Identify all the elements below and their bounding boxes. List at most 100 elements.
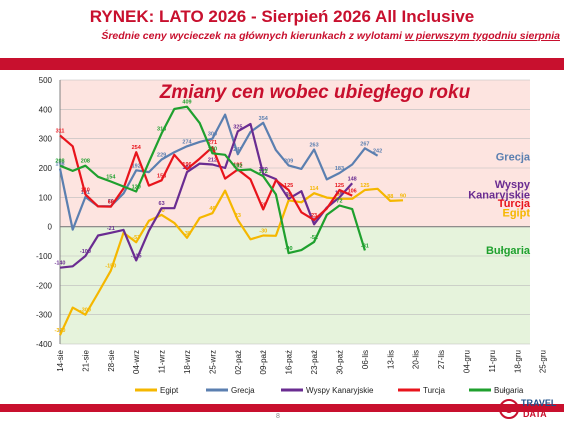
x-tick-label: 20-lis xyxy=(412,350,421,369)
data-label: 23 xyxy=(311,213,317,219)
legend-entry: Bułgaria xyxy=(494,386,524,395)
logo-ring-icon xyxy=(499,399,519,419)
data-label: -38 xyxy=(183,231,191,237)
data-label: 172 xyxy=(259,169,268,175)
legend-entry: Egipt xyxy=(160,386,179,395)
data-label: -53 xyxy=(132,235,140,241)
x-tick-label: 18-gru xyxy=(513,350,522,373)
data-label: 300 xyxy=(208,132,217,138)
data-label: 209 xyxy=(284,158,293,164)
data-label: 183 xyxy=(335,166,344,172)
series-end-label: Turcja xyxy=(498,198,531,210)
logo-line2: DATA xyxy=(523,409,547,419)
data-label: 59 xyxy=(260,202,266,208)
legend-entry: Grecja xyxy=(231,386,255,395)
y-tick-label: 500 xyxy=(39,76,53,85)
x-tick-label: 02-paź xyxy=(234,350,243,374)
data-label: 195 xyxy=(233,162,242,168)
data-label: 267 xyxy=(360,141,369,147)
data-label: -21 xyxy=(107,226,115,232)
y-tick-label: -300 xyxy=(36,311,53,320)
x-tick-label: 28-sie xyxy=(107,349,116,371)
data-label: 88 xyxy=(387,194,393,200)
data-label: -115 xyxy=(131,253,142,259)
series-line-Egipt xyxy=(59,187,404,336)
chart-title: Zmiany cen wobec ubiegłego roku xyxy=(159,82,471,103)
y-tick-label: 300 xyxy=(39,135,53,144)
data-label: 192 xyxy=(233,163,242,169)
page-title: RYNEK: LATO 2026 - Sierpień 2026 All Inc… xyxy=(89,7,475,26)
price-change-chart: -400 -300 -200 -100 0 100 200 300 400 500 14-sie 21… xyxy=(36,76,548,395)
data-label: 23 xyxy=(235,213,241,219)
data-label: 72 xyxy=(336,199,342,205)
x-tick-label: 04-wrz xyxy=(132,350,141,374)
series-end-label: Grecja xyxy=(496,151,531,163)
data-label: 63 xyxy=(159,201,165,207)
data-label: 125 xyxy=(360,183,369,189)
data-label: 208 xyxy=(55,159,64,165)
data-label: 110 xyxy=(81,187,90,193)
data-label: 354 xyxy=(259,116,269,122)
x-tick-label: 13-lis xyxy=(386,350,395,369)
data-label: 70 xyxy=(108,199,114,205)
x-tick-label: 16-paź xyxy=(285,350,294,374)
data-label: 125 xyxy=(284,183,293,189)
data-label: 192 xyxy=(132,163,141,169)
bottom-red-band xyxy=(0,404,564,412)
data-label: -100 xyxy=(80,249,91,255)
legend-entry: Wyspy Kanaryjskie xyxy=(306,386,374,395)
x-tick-label: 06-lis xyxy=(361,350,370,369)
data-label: 158 xyxy=(157,173,166,179)
y-tick-label: 200 xyxy=(39,164,53,173)
data-label: 254 xyxy=(132,145,142,151)
series-end-label: Kanaryjskie xyxy=(468,189,530,201)
data-label: 106 xyxy=(348,189,357,195)
data-label: 325 xyxy=(233,124,242,130)
data-label: 154 xyxy=(106,174,116,180)
x-tick-label: 27-lis xyxy=(437,350,446,369)
data-label: 242 xyxy=(373,149,382,155)
data-label: -52 xyxy=(310,235,318,241)
y-tick-label: -400 xyxy=(36,340,53,349)
y-tick-label: 100 xyxy=(39,193,53,202)
legend-entry: Turcja xyxy=(423,386,445,395)
data-label: 311 xyxy=(56,128,65,134)
y-tick-label: 0 xyxy=(48,223,53,232)
data-label: 125 xyxy=(335,183,344,189)
data-label: -140 xyxy=(54,261,65,267)
logo-line1: TRAVEL xyxy=(521,398,557,408)
data-label: -30 xyxy=(259,228,267,234)
x-tick-label: 25-gru xyxy=(539,350,548,373)
data-label: 148 xyxy=(348,176,357,182)
data-label: 229 xyxy=(157,152,166,158)
data-label: 271 xyxy=(208,140,217,146)
data-label: 208 xyxy=(81,159,90,165)
subtitle-prefix: Średnie ceny wycieczek na głównych kieru… xyxy=(101,30,402,42)
x-tick-label: 11-gru xyxy=(488,350,497,373)
x-tick-label: 30-paź xyxy=(335,350,344,374)
data-label: 180 xyxy=(259,167,268,173)
data-label: -300 xyxy=(80,308,91,314)
travel-data-logo: TRAVEL DATA xyxy=(499,398,557,419)
x-tick-label: 18-wrz xyxy=(183,350,192,374)
data-label: 114 xyxy=(310,186,320,192)
top-red-band xyxy=(0,58,564,70)
x-tick-label: 11-wrz xyxy=(158,350,167,373)
data-label: 409 xyxy=(182,100,191,106)
data-label: -81 xyxy=(361,243,369,249)
data-label: 198 xyxy=(55,162,64,168)
page-subtitle: Średnie ceny wycieczek na głównych kieru… xyxy=(0,30,560,42)
page-number: 8 xyxy=(276,413,280,420)
x-tick-label: 23-paź xyxy=(310,350,319,374)
data-label: -150 xyxy=(105,264,116,270)
data-label: 46 xyxy=(209,206,215,212)
data-label: 68 xyxy=(108,200,114,206)
series-line-Turcja xyxy=(59,134,353,221)
y-tick-label: -100 xyxy=(36,252,53,261)
subtitle-underlined: w pierwszym tygodniu sierpnia xyxy=(404,30,560,42)
x-tick-label: 14-sie xyxy=(56,349,65,371)
y-tick-label: 400 xyxy=(39,105,53,114)
series-end-label: Wyspy xyxy=(495,179,531,191)
x-tick-label: 21-sie xyxy=(81,349,90,371)
data-label: 120 xyxy=(132,184,141,190)
